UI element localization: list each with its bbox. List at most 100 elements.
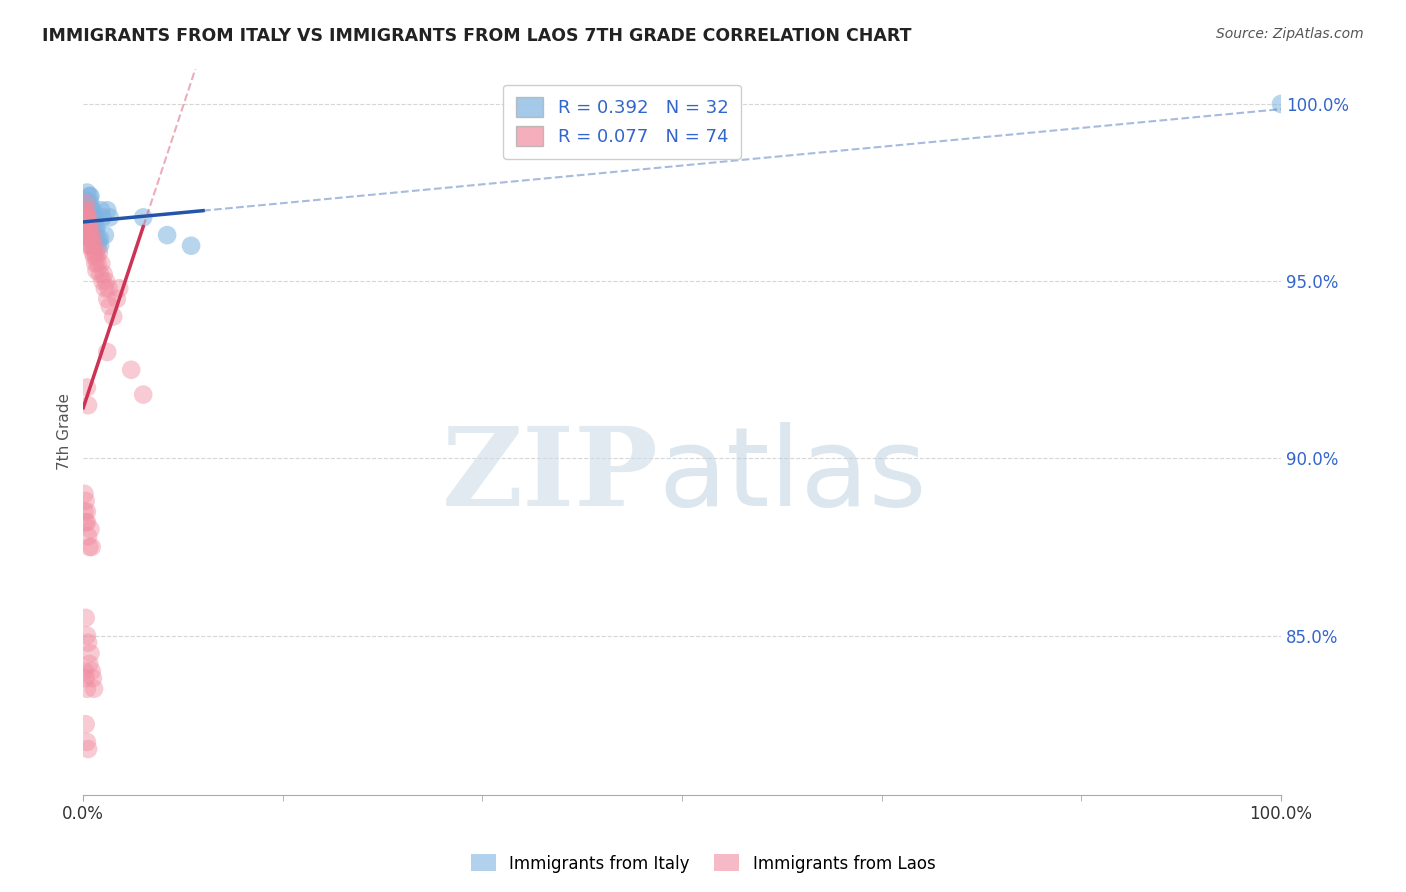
Text: Source: ZipAtlas.com: Source: ZipAtlas.com xyxy=(1216,27,1364,41)
Point xyxy=(80,228,103,243)
Point xyxy=(90,203,112,218)
Point xyxy=(96,345,118,359)
Text: IMMIGRANTS FROM ITALY VS IMMIGRANTS FROM LAOS 7TH GRADE CORRELATION CHART: IMMIGRANTS FROM ITALY VS IMMIGRANTS FROM… xyxy=(42,27,911,45)
Point xyxy=(76,515,98,529)
Point xyxy=(83,681,105,696)
Point xyxy=(73,487,96,501)
Point xyxy=(90,256,112,270)
Point xyxy=(77,207,100,221)
Point xyxy=(83,214,105,228)
Point xyxy=(77,211,100,225)
Point xyxy=(79,189,101,203)
Point xyxy=(84,232,107,246)
Point xyxy=(93,267,115,281)
Point xyxy=(79,232,101,246)
Point xyxy=(75,196,97,211)
Point xyxy=(108,281,131,295)
Point xyxy=(76,735,98,749)
Point xyxy=(80,211,103,225)
Point xyxy=(75,611,97,625)
Point xyxy=(132,387,155,401)
Point xyxy=(98,299,121,313)
Point xyxy=(73,203,96,218)
Point xyxy=(86,263,108,277)
Point xyxy=(96,203,118,218)
Text: atlas: atlas xyxy=(658,422,927,529)
Point xyxy=(77,196,100,211)
Point xyxy=(77,657,100,671)
Point xyxy=(75,207,97,221)
Point xyxy=(89,267,111,281)
Point xyxy=(84,245,107,260)
Point xyxy=(82,228,104,243)
Point xyxy=(79,646,101,660)
Point xyxy=(77,529,100,543)
Legend: Immigrants from Italy, Immigrants from Laos: Immigrants from Italy, Immigrants from L… xyxy=(464,847,942,880)
Point xyxy=(75,717,97,731)
Point xyxy=(91,274,114,288)
Point xyxy=(91,211,114,225)
Point xyxy=(98,211,121,225)
Point xyxy=(73,664,96,678)
Point xyxy=(84,256,107,270)
Point xyxy=(84,221,107,235)
Point xyxy=(77,232,100,246)
Point xyxy=(94,274,117,288)
Point xyxy=(132,211,155,225)
Point xyxy=(86,238,108,252)
Point xyxy=(87,245,110,260)
Point xyxy=(1270,97,1292,112)
Point xyxy=(156,228,179,243)
Point xyxy=(103,310,125,324)
Point xyxy=(86,232,108,246)
Point xyxy=(180,238,202,252)
Point xyxy=(79,196,101,211)
Point xyxy=(83,249,105,263)
Point xyxy=(77,228,100,243)
Point xyxy=(83,211,105,225)
Point xyxy=(75,211,97,225)
Point xyxy=(76,211,98,225)
Point xyxy=(76,203,98,218)
Point xyxy=(96,292,118,306)
Point xyxy=(82,671,104,685)
Point xyxy=(77,221,100,235)
Point xyxy=(76,214,98,228)
Point xyxy=(77,398,100,412)
Point xyxy=(86,221,108,235)
Point xyxy=(79,522,101,536)
Point xyxy=(76,221,98,235)
Point xyxy=(80,540,103,554)
Point xyxy=(79,238,101,252)
Point xyxy=(76,629,98,643)
Point xyxy=(76,380,98,394)
Point xyxy=(77,742,100,756)
Point xyxy=(73,504,96,518)
Point xyxy=(75,671,97,685)
Point xyxy=(75,515,97,529)
Point xyxy=(76,504,98,518)
Point xyxy=(77,238,100,252)
Point xyxy=(105,292,128,306)
Point xyxy=(76,681,98,696)
Point xyxy=(77,540,100,554)
Point xyxy=(75,218,97,232)
Point xyxy=(77,189,100,203)
Point xyxy=(73,211,96,225)
Point xyxy=(75,193,97,207)
Point xyxy=(80,238,103,252)
Point xyxy=(80,664,103,678)
Point xyxy=(97,281,120,295)
Point xyxy=(82,203,104,218)
Point xyxy=(89,232,111,246)
Point xyxy=(79,221,101,235)
Y-axis label: 7th Grade: 7th Grade xyxy=(58,393,72,470)
Point xyxy=(77,203,100,218)
Point xyxy=(82,221,104,235)
Point xyxy=(80,203,103,218)
Point xyxy=(73,214,96,228)
Point xyxy=(77,635,100,649)
Point xyxy=(82,245,104,260)
Point xyxy=(89,238,111,252)
Point xyxy=(75,494,97,508)
